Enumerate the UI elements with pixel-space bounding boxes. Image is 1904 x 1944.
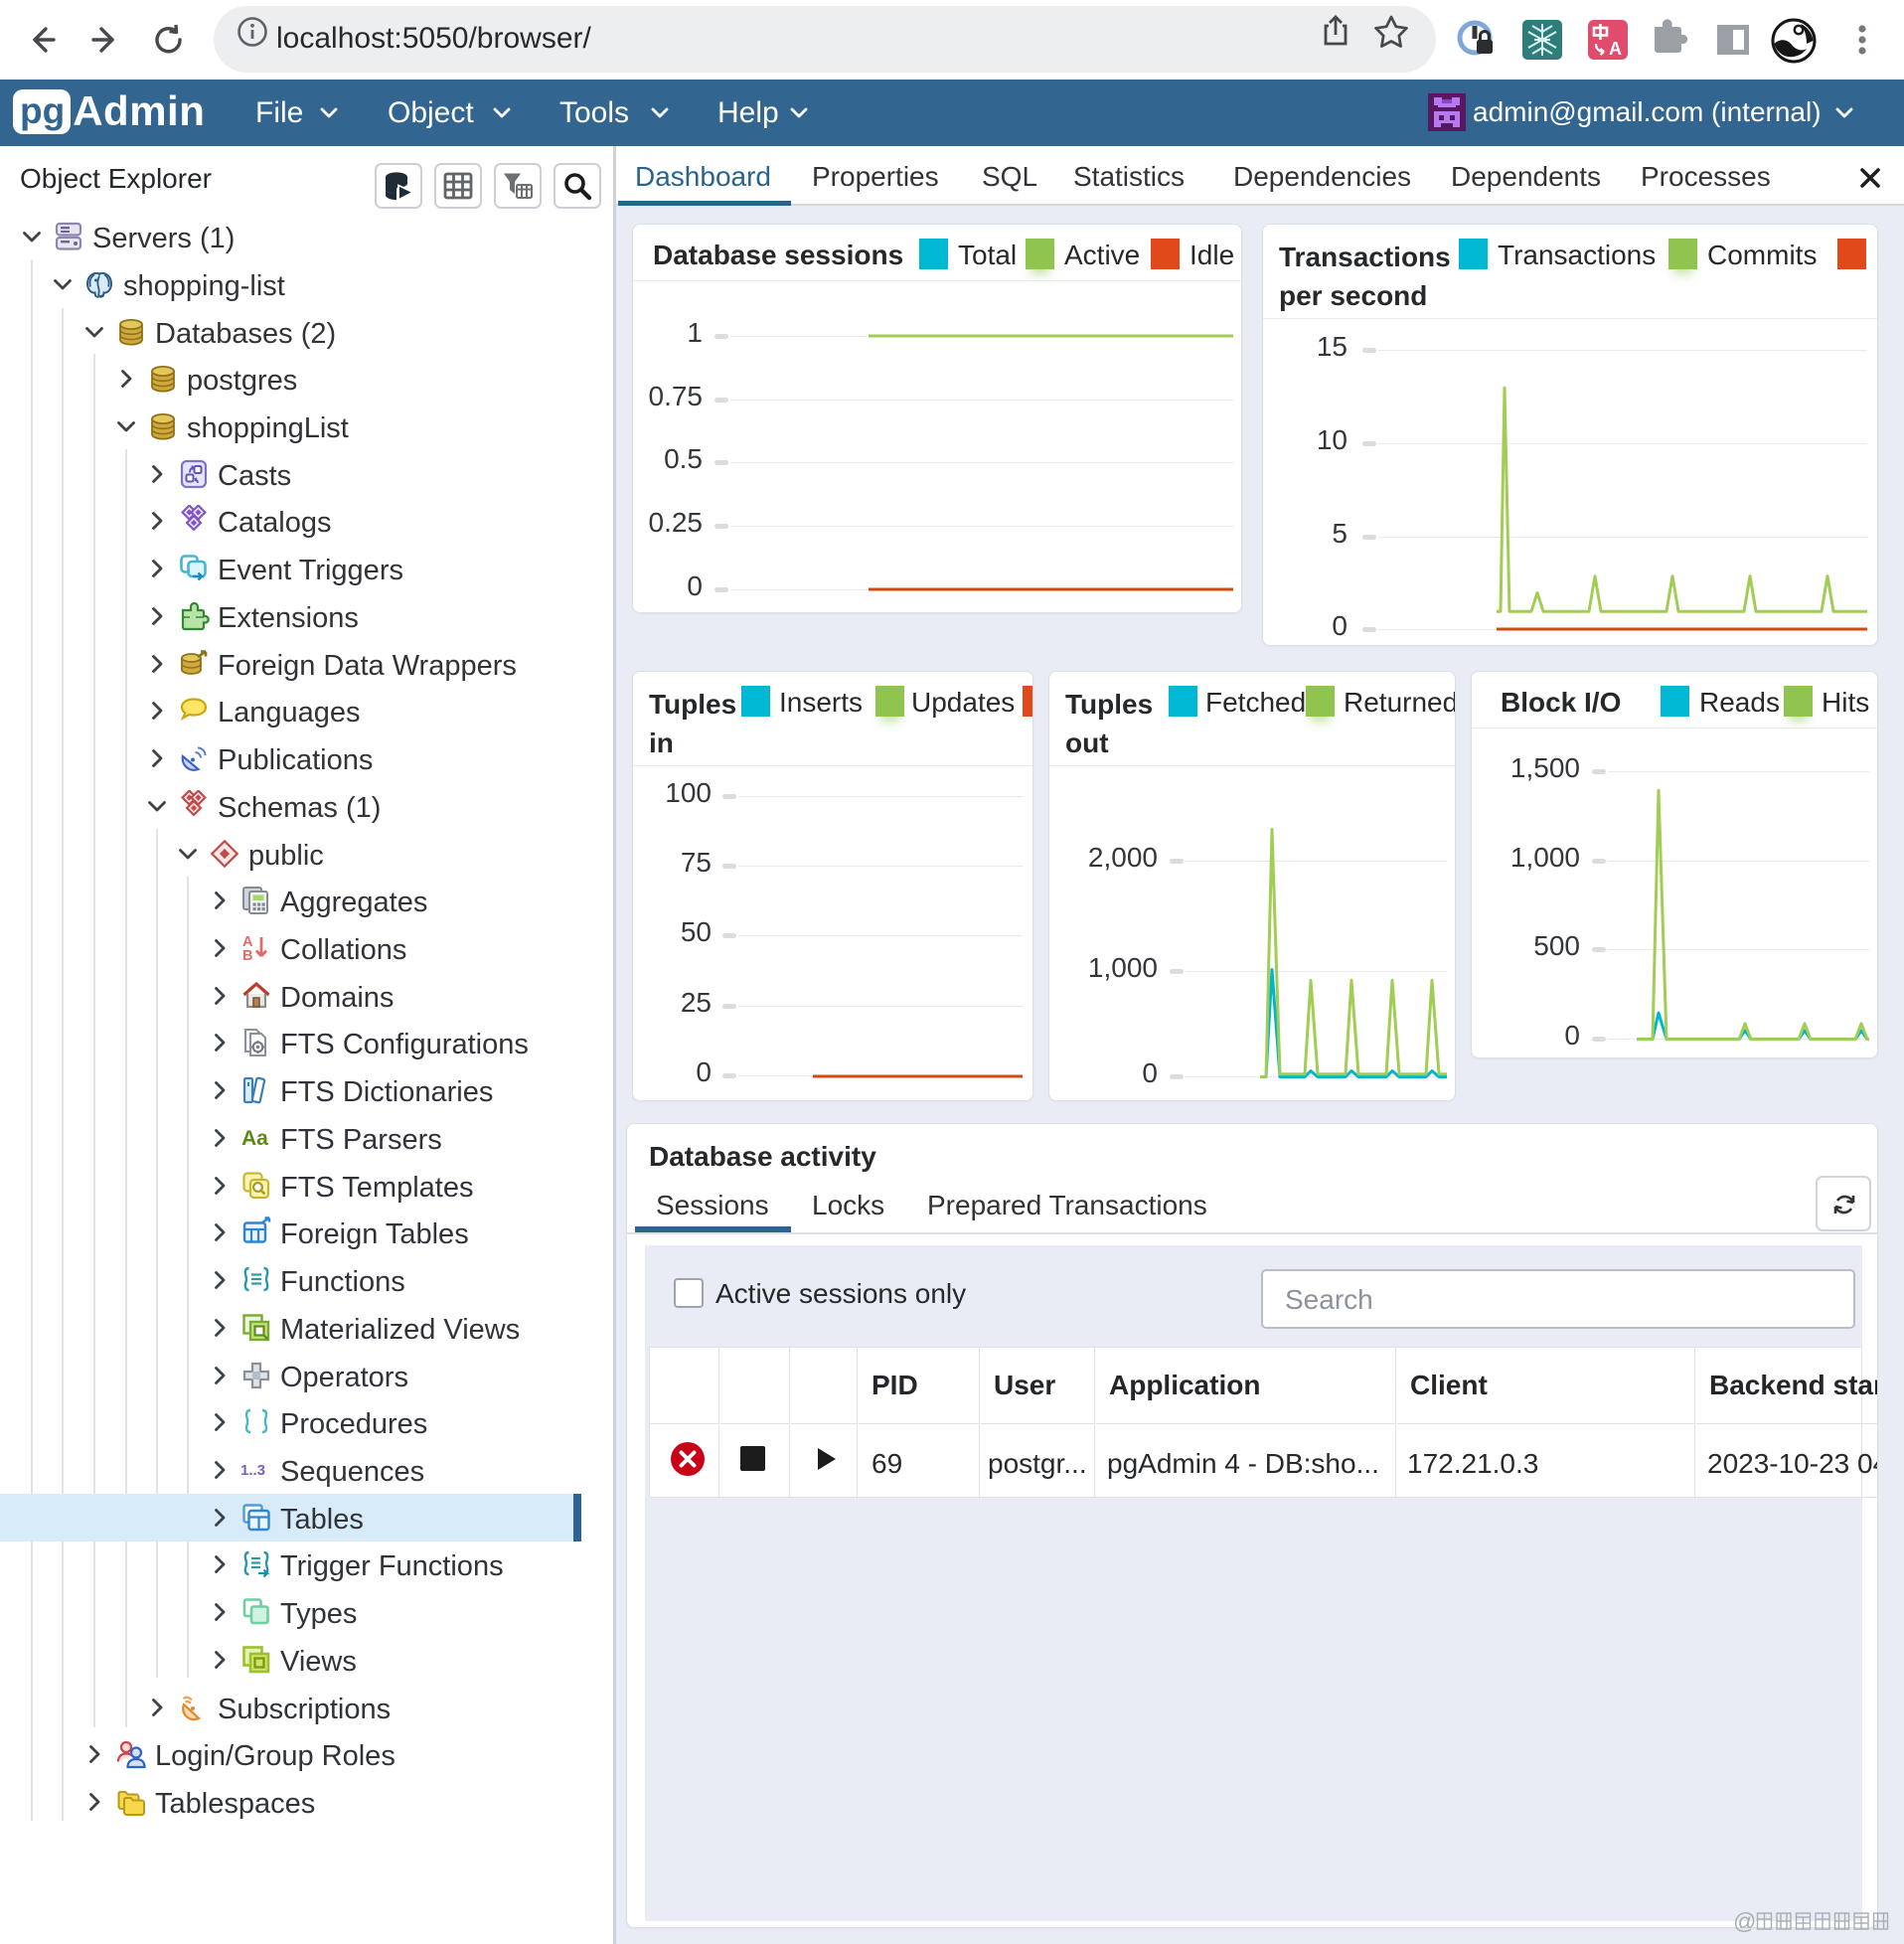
svg-text:1..3: 1..3 (240, 1462, 265, 1479)
svg-text:B: B (242, 948, 252, 964)
svg-text:@: @ (1733, 1908, 1756, 1934)
svg-text:Aa: Aa (241, 1127, 268, 1150)
svg-text:A: A (242, 934, 253, 950)
svg-text:A: A (1609, 39, 1622, 59)
